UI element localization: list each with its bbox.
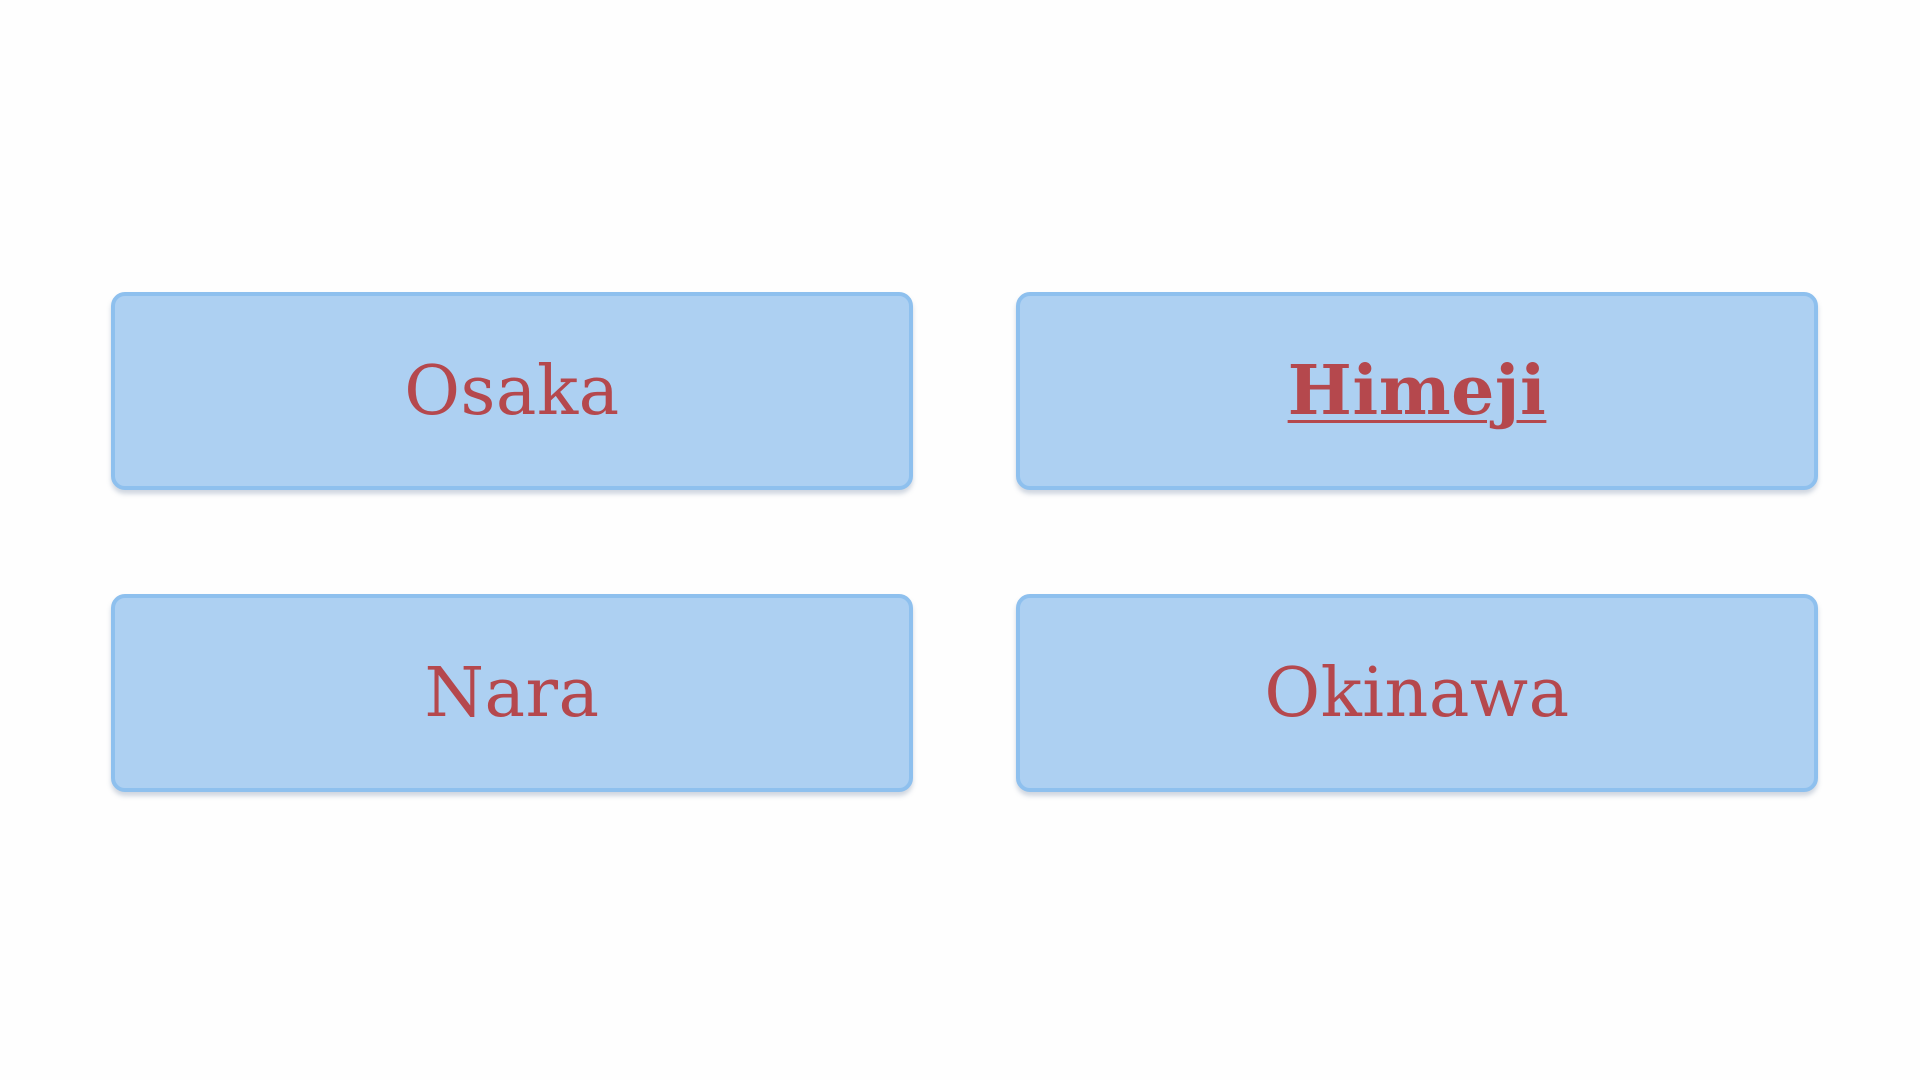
option-himeji-button[interactable]: Himeji (1016, 292, 1818, 490)
option-osaka-label: Osaka (404, 351, 620, 431)
option-okinawa-button[interactable]: Okinawa (1016, 594, 1818, 792)
option-himeji-label: Himeji (1287, 351, 1547, 431)
option-nara-label: Nara (424, 653, 600, 733)
option-osaka-button[interactable]: Osaka (111, 292, 913, 490)
option-nara-button[interactable]: Nara (111, 594, 913, 792)
option-okinawa-label: Okinawa (1264, 653, 1570, 733)
